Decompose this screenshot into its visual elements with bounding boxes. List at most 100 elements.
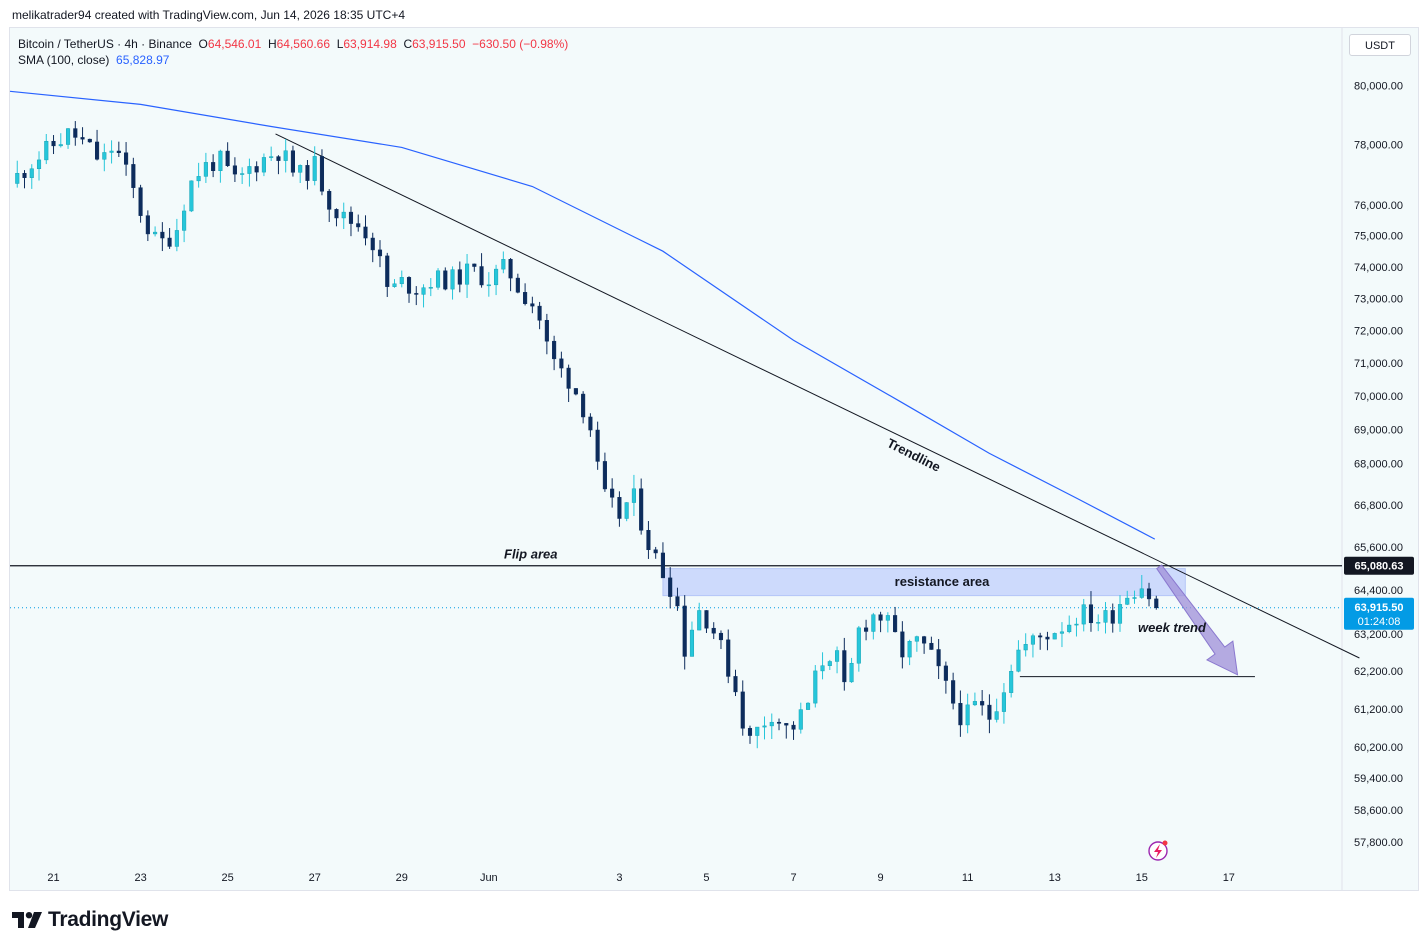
candle[interactable] [421,287,426,295]
legend-indicator-label[interactable]: SMA (100, close) [18,53,110,67]
candle[interactable] [784,723,789,726]
candle[interactable] [435,270,441,288]
candle[interactable] [1146,588,1152,600]
candle[interactable] [131,164,136,188]
candle[interactable] [747,728,753,736]
candle[interactable] [261,157,266,173]
candle[interactable] [813,670,818,704]
candle[interactable] [849,662,854,683]
candle[interactable] [44,140,49,161]
candle[interactable] [428,287,433,289]
candle[interactable] [631,488,636,503]
candle[interactable] [51,140,56,147]
candle[interactable] [356,223,361,228]
candle[interactable] [450,269,455,290]
candle[interactable] [653,549,658,554]
candle[interactable] [22,173,27,178]
candle[interactable] [704,610,709,629]
candle[interactable] [856,627,861,664]
candle[interactable] [668,577,673,597]
candle[interactable] [385,255,390,287]
candle[interactable] [65,128,71,145]
candle[interactable] [153,231,158,235]
candle[interactable] [167,237,172,247]
candle[interactable] [1110,610,1115,624]
candle[interactable] [835,650,840,662]
candle[interactable] [218,150,223,171]
candle[interactable] [247,166,252,174]
candle[interactable] [276,156,281,161]
legend-symbol[interactable]: Bitcoin / TetherUS · 4h · Binance [18,37,192,51]
candle[interactable] [697,610,702,631]
candle[interactable] [399,277,404,285]
candle[interactable] [646,530,651,551]
candle[interactable] [958,703,963,726]
candle[interactable] [1139,588,1144,598]
candle[interactable] [465,263,470,285]
candle[interactable] [370,237,375,251]
candle[interactable] [1081,604,1086,625]
candle[interactable] [29,168,34,178]
candle[interactable] [530,303,535,307]
candle[interactable] [240,173,245,175]
candle[interactable] [559,358,564,369]
candle[interactable] [1045,636,1050,640]
candle[interactable] [348,211,354,224]
candle[interactable] [987,704,992,720]
candle[interactable] [334,209,339,219]
candle[interactable] [102,152,107,160]
candle[interactable] [936,649,941,667]
candle[interactable] [537,305,542,321]
candle[interactable] [124,152,129,165]
candle[interactable] [602,461,607,490]
candle[interactable] [1088,604,1094,624]
candle[interactable] [1038,635,1043,638]
candle[interactable] [718,632,724,641]
candle[interactable] [232,165,237,175]
candle[interactable] [269,156,274,158]
candle[interactable] [943,665,948,681]
candle[interactable] [116,150,121,153]
candle[interactable] [922,636,927,644]
candle[interactable] [769,721,774,727]
candle[interactable] [363,226,368,239]
candle[interactable] [573,388,578,395]
candle[interactable] [15,173,20,184]
candle[interactable] [138,187,143,216]
candle[interactable] [189,180,194,212]
candle[interactable] [1052,633,1057,640]
candle[interactable] [479,266,484,286]
candle[interactable] [689,629,695,657]
candle[interactable] [1059,631,1065,634]
candle[interactable] [994,711,999,720]
candle[interactable] [776,721,782,724]
candle[interactable] [1016,649,1021,672]
candle[interactable] [406,277,412,294]
candle[interactable] [544,320,549,342]
candle[interactable] [1001,692,1006,712]
candle[interactable] [145,215,150,235]
candle[interactable] [501,259,506,270]
candle[interactable] [733,676,738,693]
candle[interactable] [1103,610,1108,623]
candle[interactable] [965,704,970,726]
candle[interactable] [711,627,716,634]
candle[interactable] [109,150,114,153]
candle[interactable] [73,128,78,138]
candle[interactable] [87,138,92,143]
candle[interactable] [1117,604,1123,624]
tradingview-logo[interactable]: TradingView [12,908,168,932]
candle[interactable] [827,661,832,666]
candle[interactable] [805,702,811,710]
candle[interactable] [1074,623,1079,626]
candle[interactable] [1154,598,1159,609]
sma-100-line[interactable] [9,90,1156,540]
candle[interactable] [225,150,230,167]
candle[interactable] [755,726,760,736]
candle[interactable] [58,144,63,147]
candle[interactable] [508,259,513,279]
candle[interactable] [203,162,208,177]
candle[interactable] [798,709,803,730]
candle[interactable] [878,614,883,621]
